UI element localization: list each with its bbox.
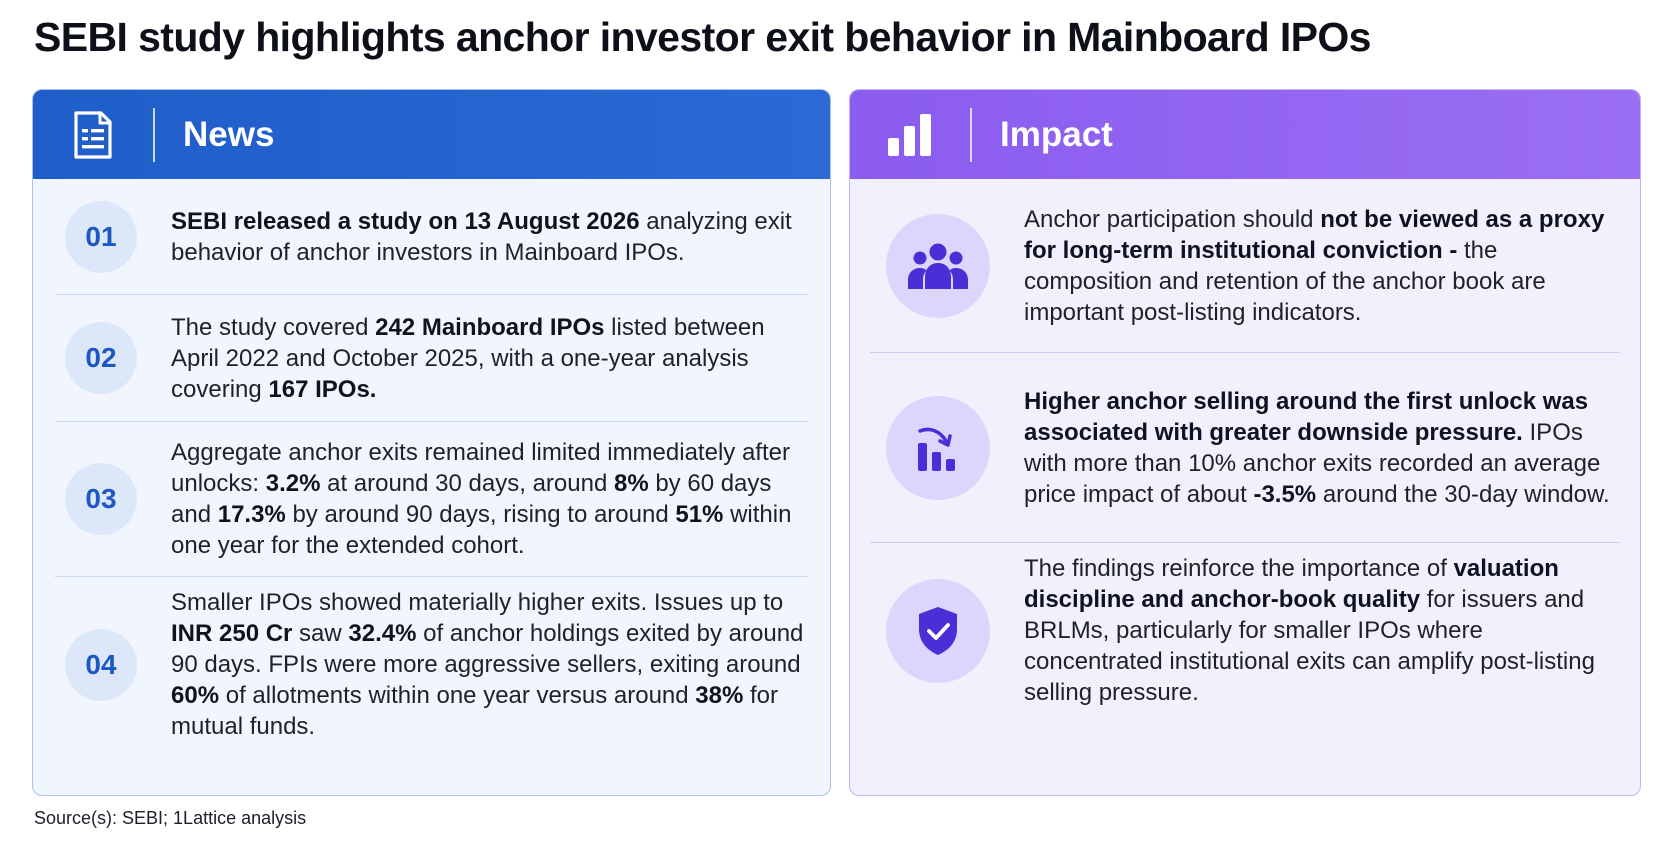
emphasis-text: valuation discipline and anchor-book qua…	[1024, 555, 1559, 613]
news-item-text: Smaller IPOs showed materially higher ex…	[171, 587, 808, 742]
emphasis-text: 60%	[171, 682, 220, 709]
document-icon	[33, 90, 153, 179]
people-group-icon	[886, 213, 990, 318]
news-item: 01 SEBI released a study on 13 August 20…	[55, 179, 808, 295]
bar-chart-icon	[850, 90, 970, 179]
impact-heading: Impact	[1000, 114, 1113, 154]
body-text: saw	[292, 620, 349, 647]
impact-item-text: Anchor participation should not be viewe…	[1024, 204, 1620, 328]
item-number-badge: 02	[65, 322, 137, 394]
news-heading: News	[183, 114, 275, 154]
shield-check-icon	[886, 578, 990, 683]
news-item-text: The study covered 242 Mainboard IPOs lis…	[171, 312, 808, 405]
impact-item-text: The findings reinforce the importance of…	[1024, 553, 1620, 708]
emphasis-text: SEBI released a study on 13 August 2026	[171, 207, 640, 235]
header-divider	[153, 107, 155, 162]
item-number-badge: 04	[65, 628, 137, 701]
header-divider	[970, 107, 972, 162]
body-text: the composition and retention of the anc…	[1024, 236, 1546, 326]
emphasis-text: -3.5%	[1253, 480, 1317, 508]
body-text: of anchor holdings exited by around 90 d…	[171, 620, 804, 678]
body-text: by around 90 days, rising to around	[285, 501, 676, 528]
emphasis-text: Higher anchor selling around the first u…	[1024, 387, 1589, 446]
source-note: Source(s): SEBI; 1Lattice analysis	[34, 808, 307, 828]
news-item: 02 The study covered 242 Mainboard IPOs …	[55, 295, 808, 422]
body-text: listed between April 2022 and October 20…	[171, 313, 765, 403]
emphasis-text: 3.2%	[265, 470, 321, 497]
impact-item-text: Higher anchor selling around the first u…	[1024, 386, 1620, 510]
body-text: The study covered	[171, 313, 376, 341]
emphasis-text: 38%	[695, 682, 744, 709]
news-item-text: Aggregate anchor exits remained limited …	[171, 437, 808, 561]
impact-item: The findings reinforce the importance of…	[870, 543, 1620, 718]
page-title: SEBI study highlights anchor investor ex…	[34, 14, 1371, 60]
body-text: by 60 days and	[171, 470, 772, 528]
emphasis-text: 51%	[675, 501, 724, 528]
emphasis-text: INR 250 Cr	[171, 620, 293, 647]
declining-chart-icon	[886, 395, 990, 500]
news-header: News	[33, 90, 830, 179]
body-text: Anchor participation should	[1024, 205, 1321, 233]
emphasis-text: 17.3%	[217, 501, 286, 528]
body-text: Smaller IPOs showed materially higher ex…	[171, 589, 784, 616]
body-text: within one year for the extended cohort.	[171, 501, 792, 559]
item-number-badge: 01	[65, 200, 137, 273]
news-list: 01 SEBI released a study on 13 August 20…	[33, 179, 830, 752]
impact-header: Impact	[850, 90, 1640, 179]
impact-list: Anchor participation should not be viewe…	[850, 179, 1640, 718]
impact-panel: Impact Anchor participation should not b…	[849, 89, 1641, 796]
body-text: of allotments within one year versus aro…	[219, 682, 696, 709]
body-text: analyzing exit behavior of anchor invest…	[171, 207, 792, 266]
body-text: The findings reinforce the importance of	[1024, 555, 1454, 582]
emphasis-text: not be viewed as a proxy for long-term i…	[1024, 205, 1605, 264]
impact-item: Anchor participation should not be viewe…	[870, 179, 1620, 353]
news-item: 04 Smaller IPOs showed materially higher…	[55, 577, 808, 752]
impact-item: Higher anchor selling around the first u…	[870, 353, 1620, 543]
body-text: at around 30 days, around	[320, 470, 614, 497]
body-text: for issuers and BRLMs, particularly for …	[1024, 586, 1595, 706]
emphasis-text: 8%	[613, 470, 649, 497]
body-text: for mutual funds.	[171, 682, 779, 740]
body-text: Aggregate anchor exits remained limited …	[171, 439, 790, 497]
news-item: 03 Aggregate anchor exits remained limit…	[55, 422, 808, 577]
item-number-badge: 03	[65, 463, 137, 535]
news-panel: News 01 SEBI released a study on 13 Augu…	[32, 89, 831, 796]
emphasis-text: 32.4%	[348, 620, 417, 647]
body-text: IPOs with more than 10% anchor exits rec…	[1024, 418, 1601, 508]
emphasis-text: 242 Mainboard IPOs	[375, 313, 605, 341]
news-item-text: SEBI released a study on 13 August 2026 …	[171, 206, 808, 268]
body-text: around the 30-day window.	[1316, 480, 1610, 508]
emphasis-text: 167 IPOs.	[268, 375, 377, 403]
